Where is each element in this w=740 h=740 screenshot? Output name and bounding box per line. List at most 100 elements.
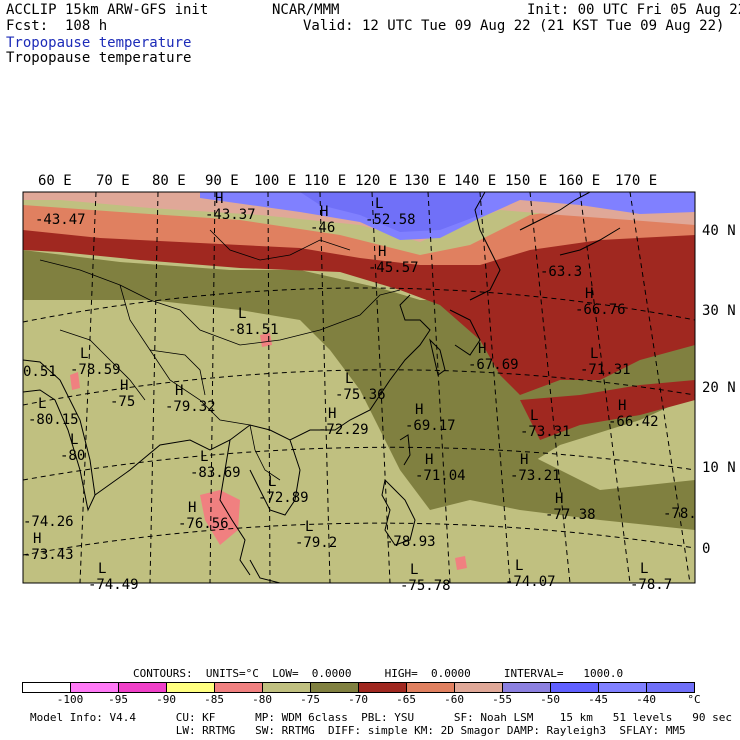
extremum-mark: H (320, 204, 328, 220)
valid-time: Valid: 12 UTC Tue 09 Aug 22 (21 KST Tue … (303, 18, 725, 34)
extremum-value: -75.78 (400, 578, 451, 594)
temperature-shading (23, 192, 695, 583)
lat-lon-grid (23, 192, 695, 583)
center-label: NCAR/MMM (272, 2, 340, 18)
extremum-mark: L (200, 449, 208, 465)
extremum-value: 0.51 (23, 364, 57, 380)
extremum-value: -43.37 (205, 207, 256, 223)
extremum-value: -43.47 (35, 212, 86, 228)
extremum-value: -80 (60, 448, 85, 464)
lon-label: 80 E (152, 173, 186, 189)
field-title-blue: Tropopause temperature (6, 35, 192, 51)
lat-label: 0 (702, 541, 710, 557)
extremum-mark: H (478, 341, 486, 357)
legend-tick-label: -95 (108, 693, 128, 706)
lon-label: 110 E (304, 173, 346, 189)
extremum-mark: L (410, 562, 418, 578)
extremum-mark: H (585, 286, 593, 302)
extremum-mark: L (515, 558, 523, 574)
legend-swatch (262, 682, 311, 693)
extremum-value: -72.29 (318, 422, 369, 438)
extremum-mark: H (175, 383, 183, 399)
extremum-value: -78. (663, 506, 697, 522)
legend-swatch (70, 682, 119, 693)
extremum-mark: H (520, 452, 528, 468)
extremum-value: -66.76 (575, 302, 626, 318)
legend-tick-label: -75 (300, 693, 320, 706)
lon-label: 120 E (355, 173, 397, 189)
extremum-mark: L (38, 396, 46, 412)
legend-swatch (22, 682, 71, 693)
extremum-value: -80.15 (28, 412, 79, 428)
legend-tick-label: -65 (396, 693, 416, 706)
model-title: ACCLIP 15km ARW-GFS init (6, 2, 209, 18)
field-title-black: Tropopause temperature (6, 50, 192, 66)
legend-tick-label: -40 (636, 693, 656, 706)
extremum-value: -52.58 (365, 212, 416, 228)
lon-label: 160 E (558, 173, 600, 189)
extremum-value: -74.26 (23, 514, 74, 530)
legend-tick-label: -55 (492, 693, 512, 706)
extremum-value: -79.2 (295, 535, 337, 551)
extremum-value: -78.59 (70, 362, 121, 378)
legend-swatch (358, 682, 407, 693)
lon-label: 140 E (454, 173, 496, 189)
extremum-mark: H (415, 402, 423, 418)
extremum-value: -67.69 (468, 357, 519, 373)
extremum-mark: H (33, 531, 41, 547)
legend-tick-label: -50 (540, 693, 560, 706)
extremum-mark: L (268, 474, 276, 490)
init-time: Init: 00 UTC Fri 05 Aug 22 (527, 2, 740, 18)
extremum-value: -74.49 (88, 577, 139, 593)
extremum-mark: L (80, 346, 88, 362)
lon-label: 130 E (404, 173, 446, 189)
extremum-value: -63.3 (540, 264, 582, 280)
extremum-mark: L (305, 519, 313, 535)
lon-label: 150 E (505, 173, 547, 189)
map-frame (22, 191, 696, 584)
extremum-mark: H (215, 191, 223, 207)
extremum-mark: H (618, 398, 626, 414)
lon-label: 90 E (205, 173, 239, 189)
lon-label: 70 E (96, 173, 130, 189)
extremum-mark: L (238, 306, 246, 322)
longitude-labels: 60 E 70 E 80 E 90 E 100 E 110 E 120 E 13… (38, 173, 657, 189)
extremum-value: -78.93 (385, 534, 436, 550)
extremum-value: -69.17 (405, 418, 456, 434)
legend-tick-label: -80 (252, 693, 272, 706)
extremum-mark: L (98, 561, 106, 577)
legend-swatch (550, 682, 599, 693)
extremum-mark: H (328, 406, 336, 422)
extremum-value: -74.07 (505, 574, 556, 590)
extremum-value: -79.32 (165, 399, 216, 415)
lat-label: 10 N (702, 460, 736, 476)
legend-tick-label: -100 (56, 693, 84, 706)
extremum-mark: H (555, 491, 563, 507)
lat-label: 40 N (702, 223, 736, 239)
legend-tick-label: -85 (204, 693, 224, 706)
extremum-mark: H (120, 378, 128, 394)
extremum-value: -45.57 (368, 260, 419, 276)
extremum-value: -73.21 (510, 468, 561, 484)
legend-swatch (166, 682, 215, 693)
extremum-value: -71.31 (580, 362, 631, 378)
borders (39, 229, 401, 481)
legend-tick-label: -90 (156, 693, 176, 706)
extremum-mark: H (378, 244, 386, 260)
extremum-value: -81.51 (228, 322, 279, 338)
lon-label: 170 E (615, 173, 657, 189)
legend-tick-label: -60 (444, 693, 464, 706)
forecast-hour: Fcst: 108 h (6, 18, 108, 34)
model-info-line-1: Model Info: V4.4 CU: KF MP: WDM 6class P… (30, 711, 732, 724)
legend-swatch (454, 682, 503, 693)
extremum-value: -72.89 (258, 490, 309, 506)
contours-info: CONTOURS: UNITS=°C LOW= 0.0000 HIGH= 0.0… (133, 667, 624, 680)
legend-swatch (406, 682, 455, 693)
lon-label: 60 E (38, 173, 72, 189)
extremum-mark: L (640, 561, 648, 577)
legend-swatch (646, 682, 695, 693)
extremum-mark: L (530, 408, 538, 424)
lat-label: 30 N (702, 303, 736, 319)
legend-swatch (598, 682, 647, 693)
extremum-value: -77.38 (545, 507, 596, 523)
